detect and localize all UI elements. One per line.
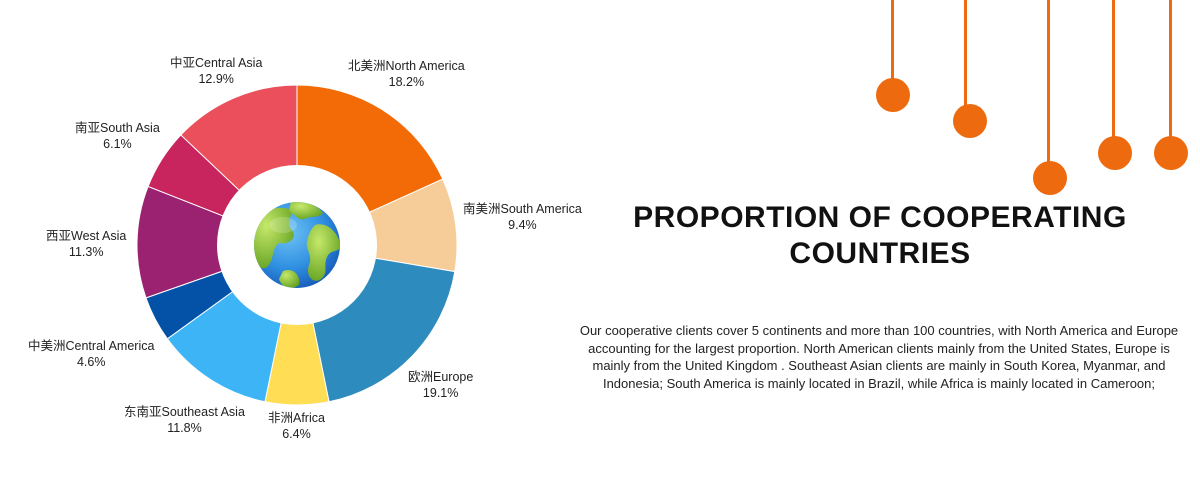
label-value: 6.1% xyxy=(103,137,132,151)
label-name: 西亚West Asia xyxy=(46,229,127,243)
pendant-dot xyxy=(1033,161,1067,195)
description-text: Our cooperative clients cover 5 continen… xyxy=(579,323,1179,391)
label-north-america: 北美洲North America 18.2% xyxy=(348,58,465,90)
label-value: 4.6% xyxy=(76,355,106,369)
pendant-dot xyxy=(1154,136,1188,170)
label-value: 19.1% xyxy=(422,386,459,400)
label-value: 11.8% xyxy=(167,421,202,435)
label-africa: 非洲Africa 6.4% xyxy=(268,410,325,442)
label-value: 6.4% xyxy=(282,427,311,441)
label-south-asia: 南亚South Asia 6.1% xyxy=(75,120,160,152)
label-name: 欧洲Europe xyxy=(408,370,474,384)
donut-slices xyxy=(136,84,458,406)
label-value: 18.2% xyxy=(388,75,425,89)
label-europe: 欧洲Europe 19.1% xyxy=(408,369,473,401)
label-name: 南亚South Asia xyxy=(75,121,160,135)
pendant-line xyxy=(1169,0,1172,138)
pendant-line xyxy=(891,0,894,80)
pendant-dot xyxy=(953,104,987,138)
title-line-1: PROPORTION OF COOPERATING xyxy=(633,201,1127,234)
label-value: 9.4% xyxy=(508,218,537,232)
label-south-america: 南美洲South America 9.4% xyxy=(463,201,582,233)
donut-chart xyxy=(136,84,458,406)
pendant-line xyxy=(1047,0,1050,164)
pendant-dot xyxy=(876,78,910,112)
title-line-2: COUNTRIES xyxy=(789,237,971,270)
label-west-asia: 西亚West Asia 11.3% xyxy=(46,228,126,260)
pendant-line xyxy=(1112,0,1115,138)
label-southeast-asia: 东南亚Southeast Asia 11.8% xyxy=(124,404,245,436)
pendant-line xyxy=(964,0,967,106)
label-central-asia: 中亚Central Asia 12.9% xyxy=(170,55,262,87)
label-central-america: 中美洲Central America 4.6% xyxy=(28,338,154,370)
label-name: 南美洲South America xyxy=(463,202,582,216)
label-name: 东南亚Southeast Asia xyxy=(124,405,245,419)
label-value: 11.3% xyxy=(68,245,104,259)
globe-icon xyxy=(254,202,340,288)
label-name: 中亚Central Asia xyxy=(170,56,263,70)
pendant-dot xyxy=(1098,136,1132,170)
label-name: 中美洲Central America xyxy=(28,339,155,353)
label-name: 北美洲North America xyxy=(348,59,465,73)
label-value: 12.9% xyxy=(198,72,234,86)
label-name: 非洲Africa xyxy=(268,411,325,425)
page-title: PROPORTION OF COOPERATING COUNTRIES xyxy=(610,200,1150,272)
